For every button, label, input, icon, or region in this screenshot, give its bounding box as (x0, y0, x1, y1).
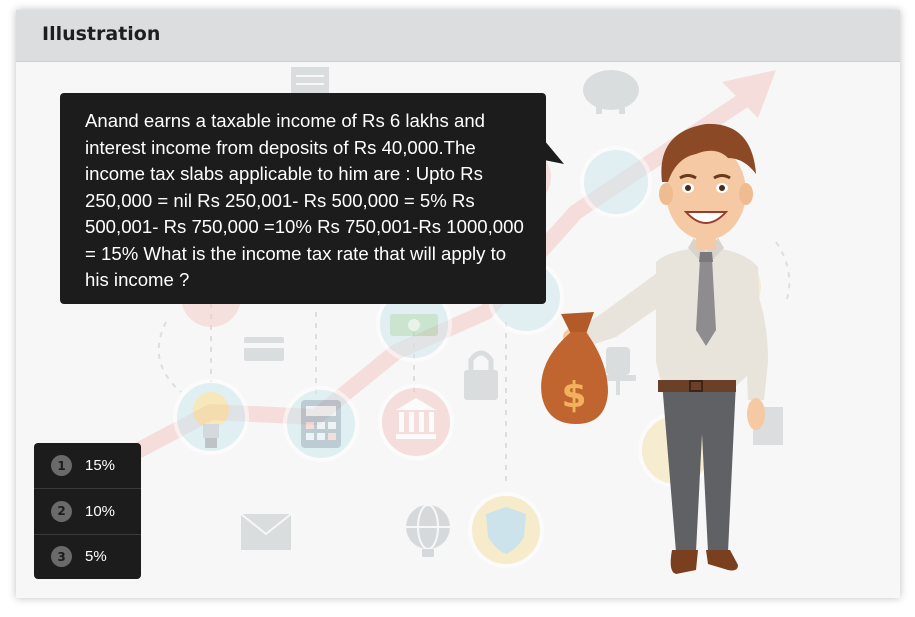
piggy-bank-icon (583, 70, 639, 114)
speech-bubble-pointer (544, 140, 564, 164)
page-title: Illustration (42, 23, 161, 45)
header-bar: Illustration (16, 10, 900, 62)
option-3[interactable]: 3 5% (34, 533, 141, 579)
option-label: 5% (85, 548, 107, 566)
question-speech-bubble: Anand earns a taxable income of Rs 6 lak… (60, 93, 546, 304)
globe-icon (406, 504, 450, 557)
option-number-badge: 2 (51, 500, 72, 522)
illustration-card: Illustration (16, 10, 900, 598)
option-2[interactable]: 2 10% (34, 488, 141, 533)
calculator-icon (283, 386, 359, 462)
money-icon (376, 286, 452, 362)
businessman-illustration: $ (541, 123, 768, 574)
answer-options-panel: 1 15% 2 10% 3 5% (34, 443, 141, 579)
shield-icon (468, 492, 544, 568)
lightbulb-icon (173, 379, 249, 455)
money-bag-symbol: $ (561, 375, 586, 416)
lock-icon (464, 350, 498, 400)
envelope-icon (240, 513, 292, 550)
money-bag-icon: $ (541, 312, 608, 424)
question-text: Anand earns a taxable income of Rs 6 lak… (85, 110, 524, 290)
option-label: 10% (85, 502, 116, 520)
option-1[interactable]: 1 15% (34, 443, 141, 488)
bank-icon (378, 384, 454, 460)
option-label: 15% (85, 457, 116, 475)
option-number-badge: 1 (51, 455, 72, 477)
chair-icon (600, 347, 636, 395)
option-number-badge: 3 (51, 546, 72, 568)
